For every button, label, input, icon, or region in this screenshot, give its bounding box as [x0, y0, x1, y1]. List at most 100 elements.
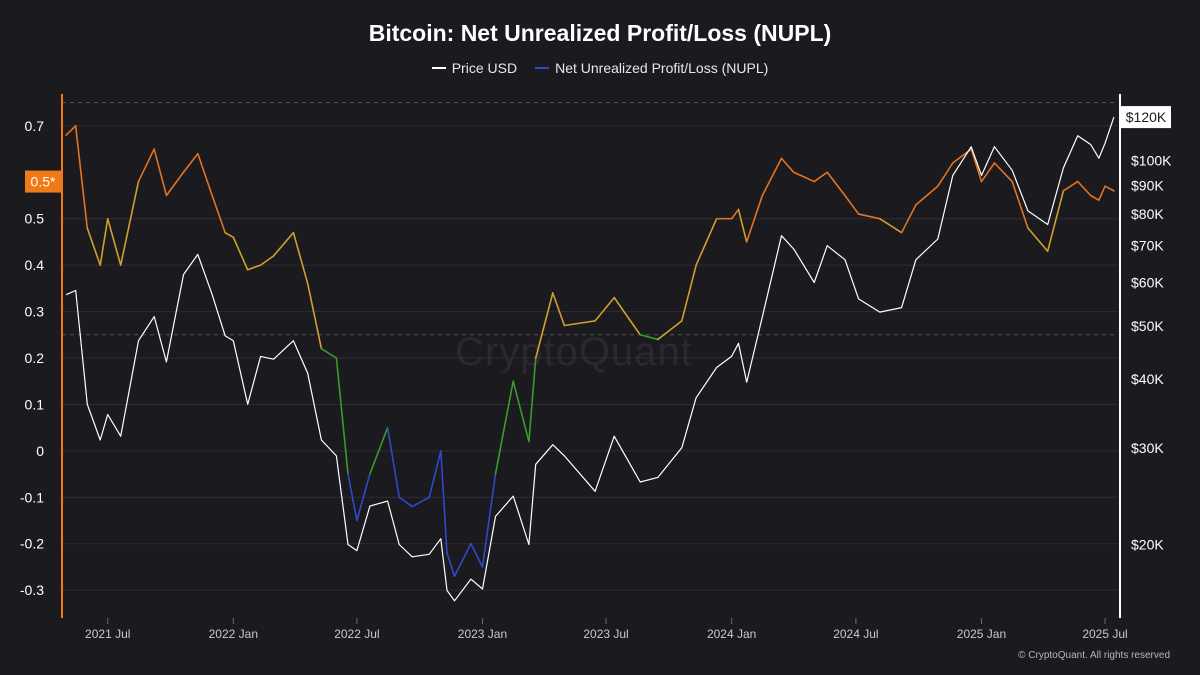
legend-item-nupl[interactable]: Net Unrealized Profit/Loss (NUPL): [535, 60, 768, 76]
nupl-segment: [320, 347, 338, 359]
nupl-segment: [335, 357, 349, 475]
legend-item-price[interactable]: Price USD: [431, 60, 518, 76]
nupl-segment: [481, 473, 497, 568]
y-right-current-label: $120K: [1126, 109, 1167, 125]
nupl-segment: [494, 380, 515, 475]
nupl-segment: [512, 380, 530, 443]
nupl-segment: [356, 473, 371, 522]
y-left-tick-label: 0.5: [25, 211, 45, 227]
y-left-tick-label: -0.1: [20, 489, 44, 505]
nupl-segment: [695, 217, 718, 266]
nupl-segment: [551, 292, 566, 327]
x-tick-label: 2022 Jan: [209, 627, 258, 641]
nupl-segment: [936, 162, 954, 188]
nupl-segment: [106, 217, 122, 266]
x-tick-label: 2025 Jan: [957, 627, 1006, 641]
x-tick-label: 2025 Jul: [1082, 627, 1127, 641]
legend-label-nupl: Net Unrealized Profit/Loss (NUPL): [555, 60, 769, 76]
y-left-tick-label: -0.2: [20, 536, 44, 552]
copyright-notice: © CryptoQuant. All rights reserved: [1018, 650, 1170, 661]
nupl-segment: [398, 496, 413, 508]
y-right-tick-label: $90K: [1131, 178, 1164, 194]
y-right-tick-label: $40K: [1131, 371, 1164, 387]
nupl-segment: [411, 496, 431, 508]
nupl-segment: [272, 231, 295, 257]
nupl-segment: [844, 194, 860, 215]
nupl-segment: [182, 152, 199, 174]
nupl-segment: [1011, 180, 1029, 229]
nupl-segment: [813, 171, 829, 183]
nupl-segment: [878, 217, 903, 234]
y-right-tick-label: $80K: [1131, 206, 1164, 222]
y-left-tick-label: 0.3: [25, 304, 45, 320]
nupl-segment: [347, 473, 358, 522]
nupl-segment: [900, 203, 917, 234]
x-tick-label: 2023 Jul: [583, 627, 628, 641]
nupl-segment: [1104, 185, 1115, 192]
nupl-segment: [761, 157, 783, 197]
chart-legend: Price USD Net Unrealized Profit/Loss (NU…: [0, 60, 1200, 76]
y-right-tick-label: $50K: [1131, 318, 1164, 334]
nupl-segment: [1027, 227, 1049, 253]
nupl-segment: [440, 450, 448, 554]
nupl-segment: [65, 125, 77, 136]
y-left-highlight-label: 0.5*: [31, 174, 56, 190]
nupl-segment: [826, 171, 846, 197]
y-right-tick-label: $30K: [1131, 440, 1164, 456]
nupl-segment: [780, 157, 795, 174]
y-right-tick-label: $20K: [1131, 537, 1164, 553]
legend-swatch-nupl: [535, 67, 550, 69]
nupl-segment: [165, 171, 185, 197]
nupl-segment: [594, 296, 616, 322]
nupl-segment: [915, 185, 939, 206]
x-tick-label: 2022 Jul: [334, 627, 379, 641]
y-right-current-badge: [1121, 106, 1171, 129]
nupl-segment: [306, 282, 323, 350]
nupl-segment: [86, 227, 102, 266]
y-left-highlight-badge: [25, 170, 62, 193]
y-left-tick-label: 0: [36, 443, 44, 459]
nupl-segment: [534, 292, 554, 359]
nupl-segment: [681, 264, 697, 322]
nupl-segment: [1076, 180, 1092, 197]
nupl-segment: [792, 171, 816, 183]
nupl-segment: [428, 450, 442, 499]
nupl-segment: [1046, 190, 1065, 253]
nupl-segment: [446, 552, 456, 578]
nupl-segment: [993, 162, 1013, 183]
x-tick-label: 2024 Jan: [707, 627, 756, 641]
nupl-segment: [369, 426, 389, 475]
nupl-segment: [970, 148, 983, 183]
nupl-segment: [74, 125, 89, 229]
nupl-segment: [470, 542, 484, 568]
y-left-tick-label: 0.2: [25, 350, 45, 366]
nupl-segment: [119, 180, 140, 266]
nupl-segment: [737, 208, 748, 243]
nupl-segment: [613, 296, 641, 336]
nupl-segment: [1062, 180, 1079, 192]
nupl-segment: [980, 162, 996, 183]
nupl-segment: [639, 333, 659, 341]
nupl-segment: [563, 320, 596, 327]
nupl-series: [65, 125, 1115, 578]
nupl-segment: [730, 208, 740, 220]
y-right-tick-label: $60K: [1131, 274, 1164, 290]
nupl-segment: [197, 152, 213, 197]
price-series-line: [65, 116, 1115, 602]
x-tick-label: 2023 Jan: [458, 627, 507, 641]
nupl-segment: [292, 231, 309, 285]
nupl-segment: [99, 217, 109, 266]
nupl-segment: [137, 148, 155, 183]
y-left-tick-label: -0.3: [20, 582, 44, 598]
nupl-segment: [211, 194, 226, 234]
x-tick-label: 2024 Jul: [833, 627, 878, 641]
nupl-segment: [1098, 185, 1106, 201]
nupl-segment: [246, 264, 262, 271]
y-left-tick-label: 0.4: [25, 257, 45, 273]
nupl-segment: [857, 213, 881, 220]
nupl-segment: [1089, 194, 1100, 201]
nupl-segment: [528, 357, 537, 443]
y-right-tick-label: $100K: [1131, 153, 1172, 169]
legend-label-price: Price USD: [451, 60, 518, 76]
y-right-tick-label: $70K: [1131, 238, 1164, 254]
